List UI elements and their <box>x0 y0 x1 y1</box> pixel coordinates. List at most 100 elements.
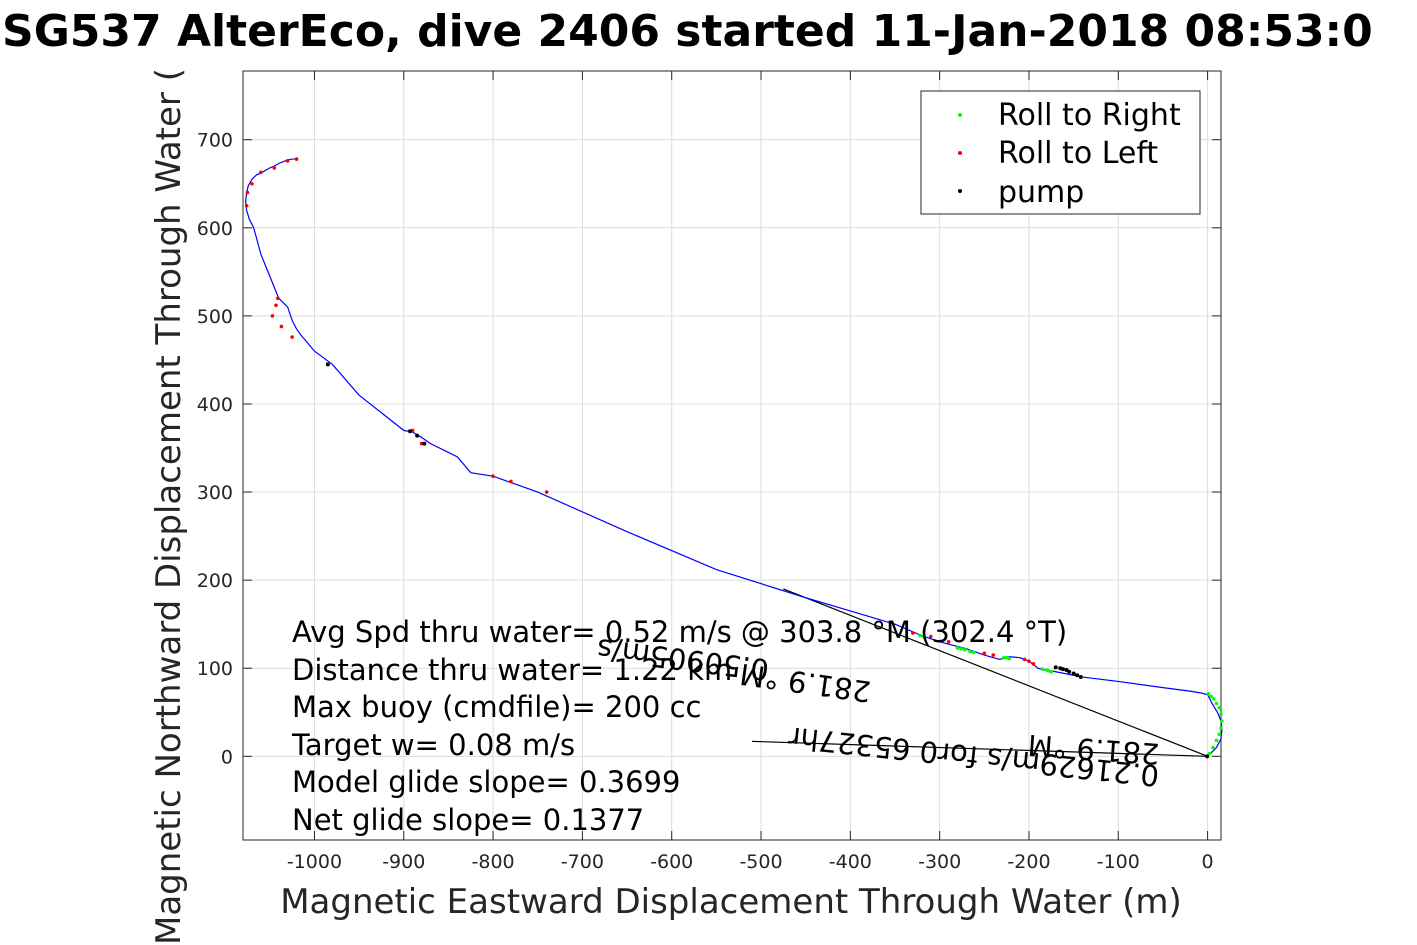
roll-right-point <box>1219 726 1223 730</box>
roll-right-point <box>1002 655 1006 660</box>
roll-left-point <box>982 651 987 656</box>
roll-left-point <box>491 474 495 479</box>
stat-model-glide-slope: Model glide slope= 0.3699 <box>292 765 680 799</box>
y-tick-label: 0 <box>221 746 233 768</box>
roll-right-point <box>921 634 926 639</box>
stat-target-w: Target w= 0.08 m/s <box>291 728 575 762</box>
roll-left-point <box>294 157 299 161</box>
pump-point <box>1060 667 1065 672</box>
roll-right-point <box>971 650 976 655</box>
stat-net-glide-slope: Net glide slope= 0.1377 <box>292 803 644 837</box>
pump-point <box>1075 673 1080 678</box>
pump-point <box>408 429 413 434</box>
tick-labels: -1000 -900 -800 -700 -600 -500 -400 -300 -200 -10… <box>197 130 1214 873</box>
x-tick-label: -900 <box>382 851 425 873</box>
x-tick-label: -200 <box>1007 851 1050 873</box>
chart-title: SG537 AlterEco, dive 2406 started 11-Jan… <box>2 6 1373 57</box>
pump-point <box>422 441 427 446</box>
roll-right-point <box>1217 706 1222 710</box>
roll-right-point <box>962 647 967 652</box>
legend-swatch-roll-left <box>958 151 962 155</box>
roll-left-point <box>244 203 249 208</box>
legend-label-roll-left: Roll to Left <box>998 136 1158 171</box>
track-layer <box>245 158 1223 757</box>
x-tick-label: -800 <box>472 851 515 873</box>
current-label-4: 281.9 °M <box>738 657 873 709</box>
x-tick-label: -100 <box>1097 851 1140 873</box>
y-axis-label: Magnetic Northward Displacement Through … <box>149 68 189 945</box>
y-tick-label: 700 <box>197 130 233 152</box>
current-vector-1 <box>783 588 1208 757</box>
roll-left-point <box>991 653 996 657</box>
roll-right-point <box>1220 719 1224 723</box>
roll-left-point <box>272 166 277 170</box>
roll-left-point <box>274 303 278 308</box>
roll-right-point <box>1004 655 1009 660</box>
y-tick-label: 400 <box>197 394 233 416</box>
roll-left-point <box>279 324 284 329</box>
x-tick-label: -500 <box>739 851 782 873</box>
roll-left-point <box>270 314 275 318</box>
roll-left-point <box>285 159 290 163</box>
tick-marks <box>243 71 1221 840</box>
roll-right-point <box>1211 745 1215 750</box>
roll-right-point <box>1206 691 1211 696</box>
x-tick-label: 0 <box>1202 851 1214 873</box>
roll-left-point <box>946 640 951 644</box>
roll-right-point <box>1217 732 1222 737</box>
x-tick-label: -400 <box>829 851 872 873</box>
roll-right-point <box>1040 667 1045 671</box>
y-tick-label: 600 <box>197 218 233 240</box>
roll-left-point <box>1022 657 1027 662</box>
current-vectors <box>752 588 1208 757</box>
roll-right-point <box>1207 751 1212 756</box>
roll-left-point <box>276 296 280 301</box>
roll-right-point <box>955 646 960 650</box>
y-tick-label: 100 <box>197 658 233 680</box>
stat-distance: Distance thru water= 1.22 km <box>292 653 732 687</box>
stat-avg-speed: Avg Spd thru water= 0.52 m/s @ 303.8 °M … <box>292 615 1067 649</box>
grid-lines <box>243 71 1221 840</box>
roll-right-point <box>1214 701 1219 706</box>
roll-right-point <box>959 647 963 651</box>
legend-label-pump: pump <box>998 175 1084 210</box>
x-tick-label: -1000 <box>287 851 342 873</box>
stat-max-buoy: Max buoy (cmdfile)= 200 cc <box>292 690 701 724</box>
roll-left-point <box>928 634 933 639</box>
stats-box: Avg Spd thru water= 0.52 m/s @ 303.8 °M … <box>291 615 1067 837</box>
x-axis-label: Magnetic Eastward Displacement Through W… <box>280 882 1182 922</box>
pump-point <box>325 362 330 367</box>
current-vector-2 <box>752 740 1208 757</box>
roll-right-point <box>918 633 922 638</box>
legend-swatch-roll-right <box>958 113 962 117</box>
roll-left-point <box>911 631 915 635</box>
roll-right-point <box>1212 697 1216 701</box>
roll-left-point <box>1027 659 1031 663</box>
legend-box <box>920 90 1201 215</box>
pump-point <box>1053 665 1058 670</box>
pump-point <box>1067 669 1072 674</box>
y-tick-label: 300 <box>197 482 233 504</box>
roll-right-point <box>968 649 972 654</box>
pump-point <box>1205 754 1210 759</box>
plot-area-frame <box>242 70 1222 841</box>
x-tick-label: -700 <box>561 851 604 873</box>
pump-point <box>415 433 420 438</box>
legend: Roll to Right Roll to Left pump <box>920 90 1201 215</box>
legend-swatch-pump <box>958 189 962 193</box>
track-line <box>245 158 1223 757</box>
roll-left-point <box>509 479 513 484</box>
roll-left-point <box>259 170 263 175</box>
pump-point <box>1071 671 1076 676</box>
roll-left-point <box>250 181 254 186</box>
roll-left-point <box>544 490 549 494</box>
x-tick-label: -300 <box>918 851 961 873</box>
roll-left-point <box>1031 662 1036 666</box>
roll-right-point <box>1219 712 1223 716</box>
y-tick-label: 200 <box>197 570 233 592</box>
legend-label-roll-right: Roll to Right <box>998 98 1181 133</box>
roll-right-point <box>1214 738 1219 743</box>
roll-left-point <box>245 190 250 195</box>
roll-right-point <box>1209 694 1213 699</box>
points-layer <box>244 157 1224 759</box>
